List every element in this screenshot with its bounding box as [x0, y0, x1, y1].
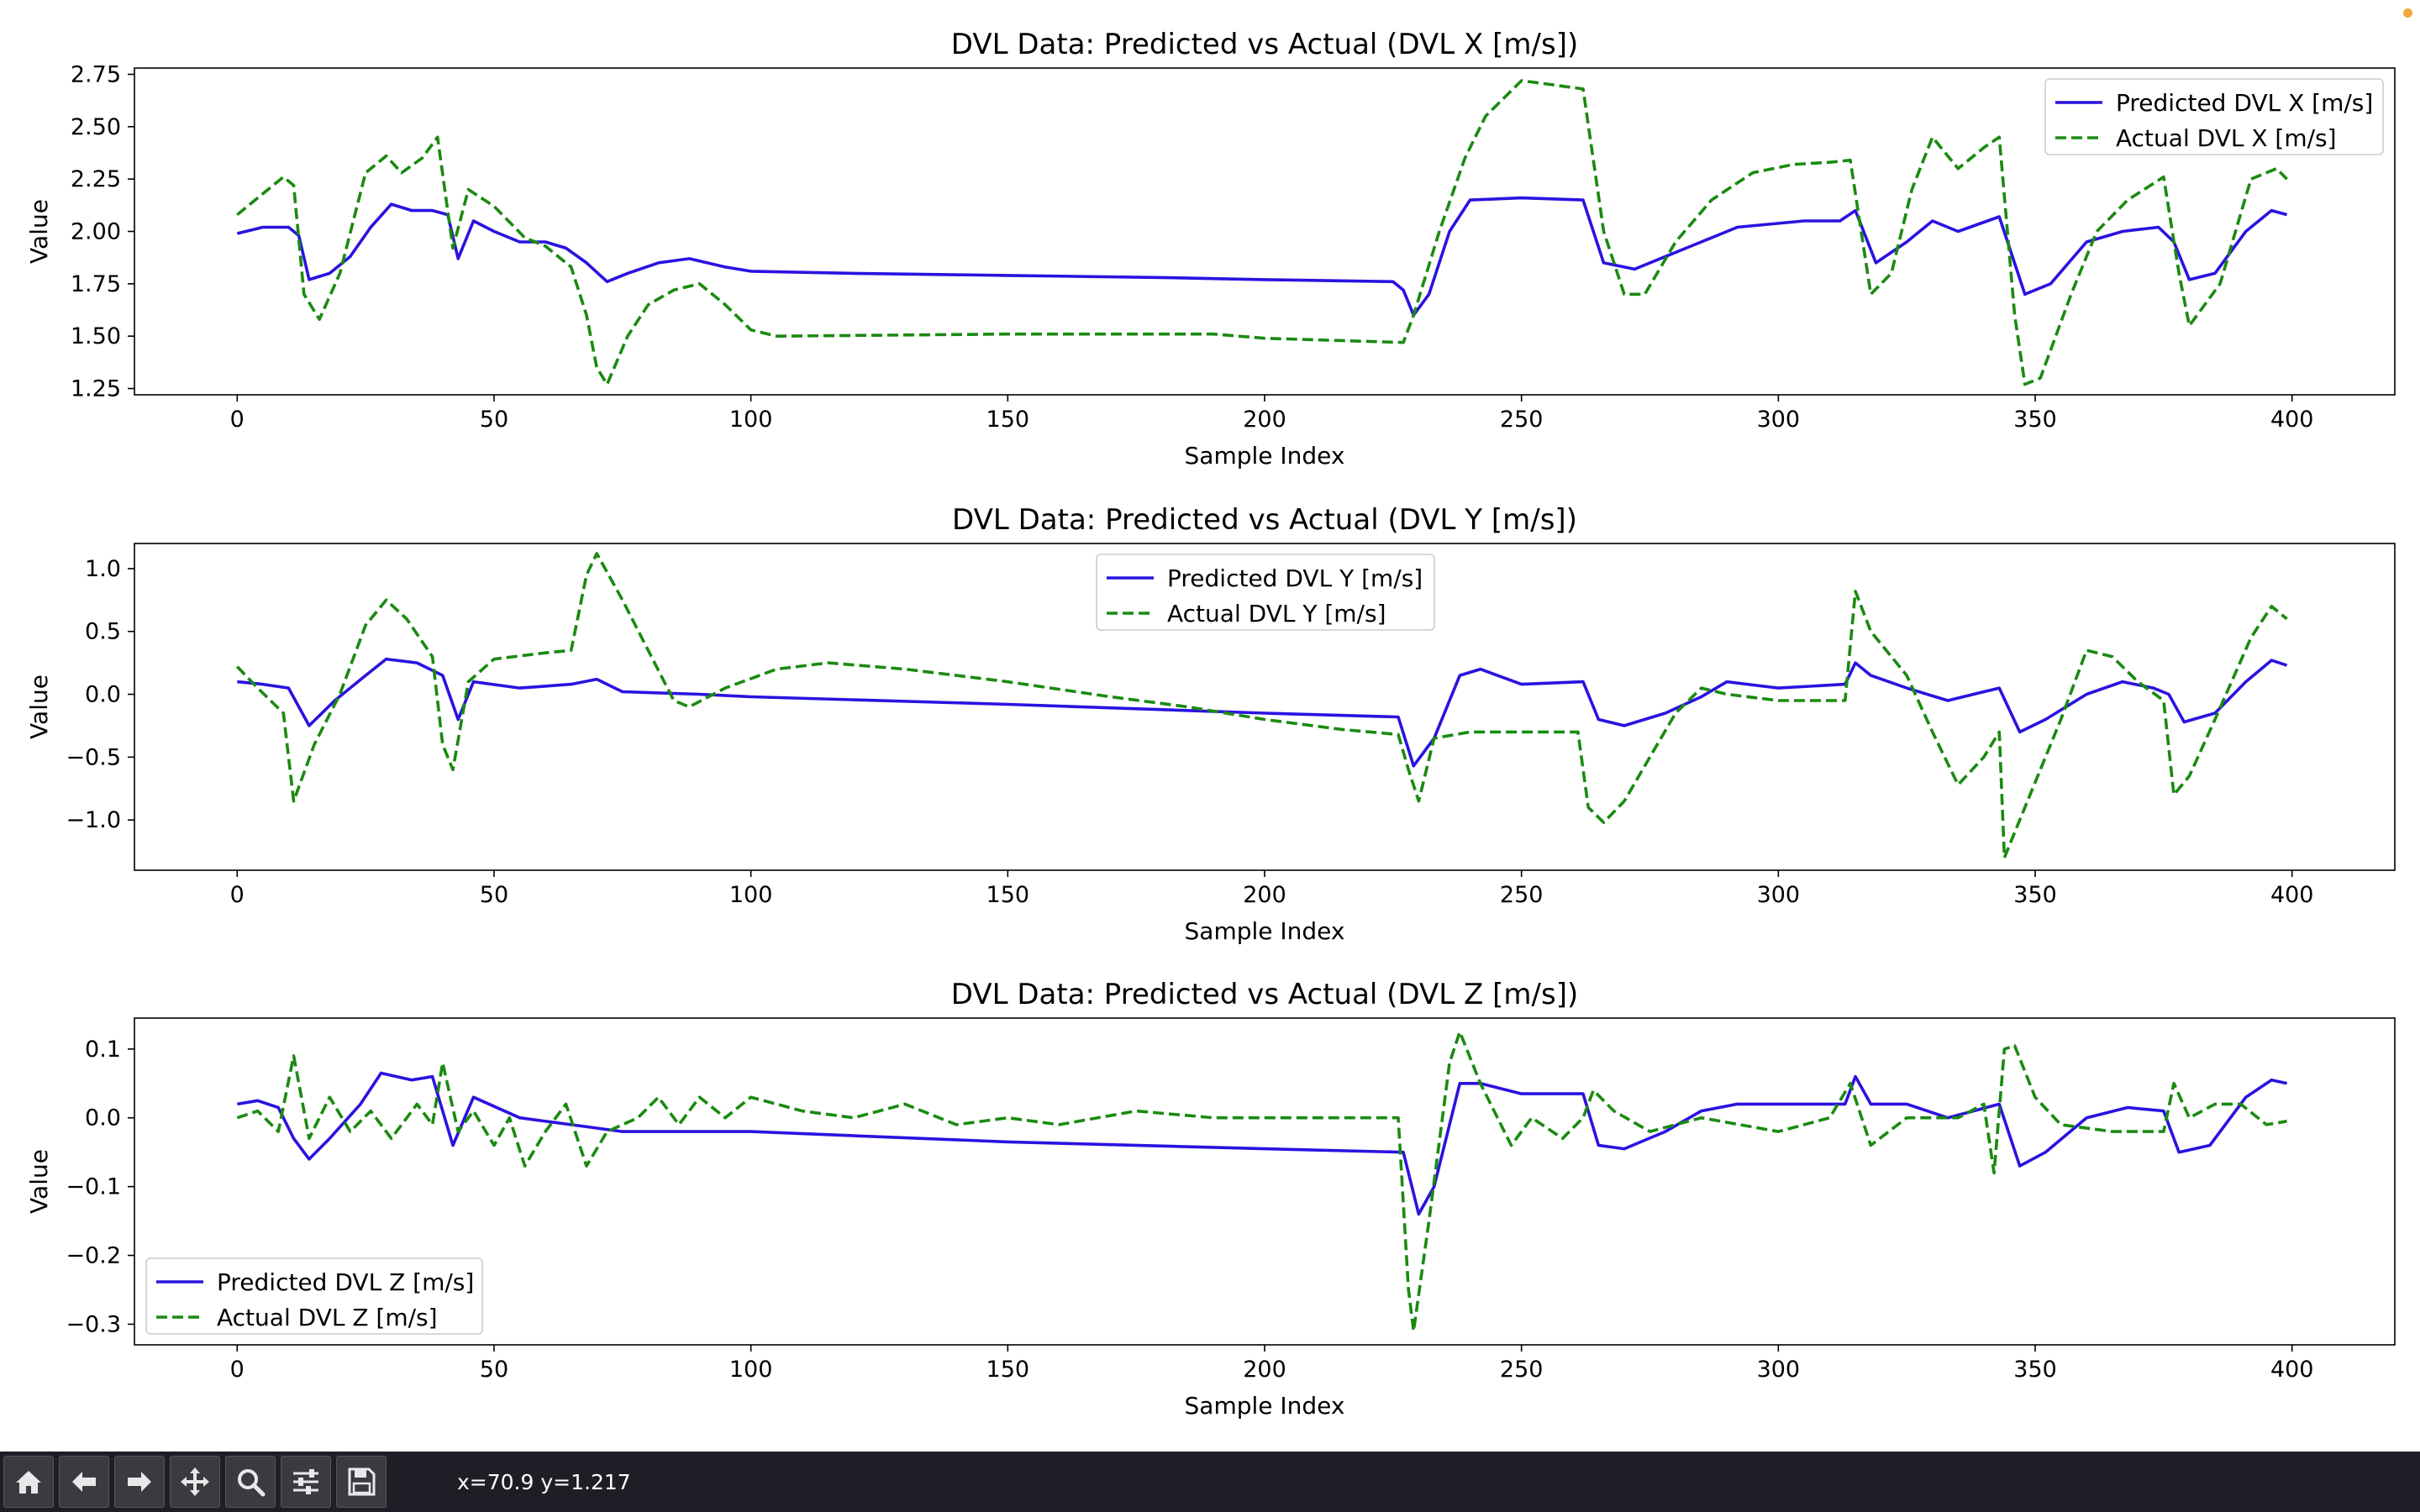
- x-tick-label: 300: [1757, 407, 1801, 433]
- x-tick-label: 250: [1500, 407, 1544, 433]
- pan-button[interactable]: [170, 1456, 220, 1508]
- series-line-predicted: [237, 657, 2288, 768]
- legend: Predicted DVL Z [m/s] Actual DVL Z [m/s]: [145, 1257, 483, 1335]
- series-line-actual: [235, 552, 2288, 859]
- move-icon: [181, 1467, 209, 1496]
- legend: Predicted DVL X [m/s] Actual DVL X [m/s]: [2044, 78, 2384, 155]
- y-tick-label: 1.50: [71, 323, 121, 349]
- figure-svg: 0 50 100 150 200 250 300 350 400 1.25 1.50 1.75 2.00…: [25, 28, 2396, 1420]
- series-line-predicted: [236, 196, 2288, 317]
- x-tick-label: 100: [729, 407, 773, 433]
- x-tick-label: 100: [729, 882, 773, 908]
- y-axis-label: Value: [25, 1149, 53, 1214]
- x-tick-label: 0: [230, 407, 245, 433]
- x-tick-label: 150: [986, 407, 1030, 433]
- y-tick-label: 2.50: [71, 114, 121, 140]
- x-tick-label: 350: [2013, 1357, 2057, 1383]
- subplot-2: 0 50 100 150 200 250 300 350 400 −1.0 −0.5 0.0 0.5 1.…: [25, 503, 2396, 945]
- x-axis-label: Sample Index: [1185, 1392, 1345, 1420]
- subplot-1: 0 50 100 150 200 250 300 350 400 1.25 1.50 1.75 2.00…: [25, 28, 2396, 470]
- x-tick-label: 350: [2013, 407, 2057, 433]
- x-tick-label: 0: [230, 882, 245, 908]
- x-tick-label: 150: [986, 882, 1030, 908]
- x-tick-label: 200: [1243, 407, 1286, 433]
- legend: Predicted DVL Y [m/s] Actual DVL Y [m/s]: [1096, 554, 1435, 631]
- x-axis-label: Sample Index: [1185, 442, 1345, 470]
- x-axis-label: Sample Index: [1185, 917, 1345, 945]
- notification-dot: [2403, 8, 2412, 18]
- y-tick-label: 1.75: [71, 271, 121, 297]
- chart-title: DVL Data: Predicted vs Actual (DVL Z [m/…: [951, 978, 1578, 1011]
- forward-button[interactable]: [114, 1456, 165, 1508]
- x-tick-label: 0: [230, 1357, 245, 1383]
- sliders-icon: [293, 1469, 318, 1494]
- legend-entry: Actual DVL Z [m/s]: [217, 1304, 438, 1331]
- home-button[interactable]: [3, 1456, 54, 1508]
- y-tick-label: −0.5: [66, 744, 121, 770]
- x-tick-label: 300: [1757, 1357, 1801, 1383]
- y-tick-label: −0.2: [66, 1243, 121, 1269]
- x-tick-label: 350: [2013, 882, 2057, 908]
- x-tick-label: 300: [1757, 882, 1801, 908]
- y-axis-label: Value: [25, 675, 53, 739]
- x-tick-label: 250: [1500, 882, 1544, 908]
- configure-subplots-button[interactable]: [281, 1456, 331, 1508]
- legend-entry: Predicted DVL X [m/s]: [2116, 89, 2373, 117]
- y-tick-label: 2.75: [71, 61, 121, 87]
- x-tick-label: 200: [1243, 882, 1286, 908]
- y-tick-label: −0.1: [66, 1174, 121, 1200]
- arrow-right-icon: [128, 1472, 151, 1492]
- series-line-predicted: [237, 1071, 2287, 1216]
- zoom-button[interactable]: [225, 1456, 276, 1508]
- subplot-3: 0 50 100 150 200 250 300 350 400 −0.3 −0.2 −0.1 0.0 0…: [25, 978, 2396, 1420]
- y-tick-label: 2.00: [71, 219, 121, 245]
- arrow-left-icon: [72, 1472, 96, 1492]
- toolbar: x=70.9 y=1.217: [0, 1452, 2420, 1512]
- save-button[interactable]: [336, 1456, 387, 1508]
- legend-box: [2044, 78, 2384, 155]
- legend-entry: Predicted DVL Z [m/s]: [217, 1268, 474, 1296]
- y-tick-label: 1.25: [71, 376, 121, 402]
- back-button[interactable]: [59, 1456, 109, 1508]
- home-icon: [16, 1471, 41, 1494]
- y-tick-label: 0.1: [85, 1037, 121, 1063]
- chart-title: DVL Data: Predicted vs Actual (DVL X [m/…: [951, 28, 1578, 61]
- cursor-coordinates: x=70.9 y=1.217: [457, 1469, 631, 1494]
- chart-title: DVL Data: Predicted vs Actual (DVL Y [m/…: [952, 503, 1577, 537]
- legend-entry: Predicted DVL Y [m/s]: [1167, 564, 1423, 592]
- legend-entry: Actual DVL Y [m/s]: [1167, 600, 1386, 627]
- figure-canvas[interactable]: 0 50 100 150 200 250 300 350 400 1.25 1.50 1.75 2.00…: [0, 0, 2420, 1452]
- y-tick-label: 0.0: [85, 1105, 121, 1131]
- magnifier-icon: [238, 1469, 266, 1497]
- legend-box: [145, 1257, 483, 1335]
- series-line-actual: [236, 1030, 2287, 1333]
- x-tick-label: 50: [480, 882, 508, 908]
- y-tick-label: −0.3: [66, 1311, 121, 1337]
- x-tick-label: 400: [2270, 407, 2314, 433]
- y-tick-label: 2.25: [71, 166, 121, 192]
- x-tick-label: 400: [2270, 1357, 2314, 1383]
- x-tick-label: 50: [480, 407, 508, 433]
- x-tick-label: 150: [986, 1357, 1030, 1383]
- x-tick-label: 100: [729, 1357, 773, 1383]
- floppy-icon: [348, 1467, 376, 1496]
- y-tick-label: 1.0: [85, 556, 121, 582]
- legend-entry: Actual DVL X [m/s]: [2116, 124, 2337, 152]
- y-tick-label: −1.0: [66, 807, 121, 833]
- x-tick-label: 400: [2270, 882, 2314, 908]
- series-line-actual: [236, 79, 2288, 386]
- x-tick-label: 200: [1243, 1357, 1286, 1383]
- y-axis-label: Value: [25, 199, 53, 264]
- x-tick-label: 50: [480, 1357, 508, 1383]
- legend-box: [1096, 554, 1435, 631]
- x-tick-label: 250: [1500, 1357, 1544, 1383]
- y-tick-label: 0.0: [85, 682, 121, 708]
- y-tick-label: 0.5: [85, 619, 121, 645]
